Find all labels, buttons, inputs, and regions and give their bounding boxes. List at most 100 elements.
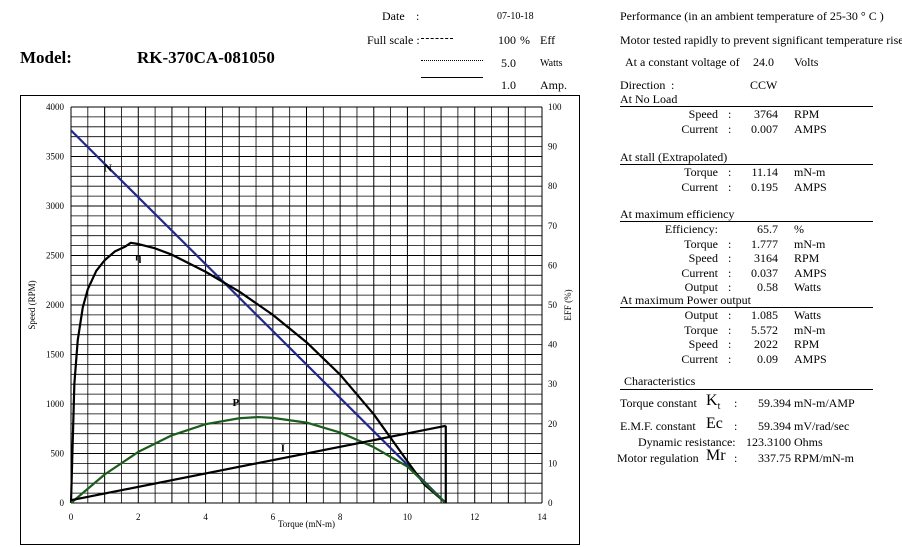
char-symbol: Mr <box>706 447 726 467</box>
stat-value: 0.195 <box>751 179 778 194</box>
char-value: 337.75 <box>758 451 791 465</box>
y2-tick-label: 70 <box>548 221 558 231</box>
stat-unit: RPM <box>794 251 820 265</box>
section-divider <box>620 106 873 107</box>
stat-label: Speed <box>688 337 718 351</box>
section-divider <box>620 307 873 308</box>
char-value: 123.3100 <box>746 435 791 449</box>
stat-value: 5.572 <box>751 322 778 337</box>
stat-label: Current <box>681 121 718 136</box>
tested-note: Motor tested rapidly to prevent signific… <box>620 33 902 47</box>
fullscale-dotted-swatch <box>421 60 483 61</box>
x-tick-label: 8 <box>338 512 343 522</box>
stat-label: Torque <box>684 165 718 179</box>
char-colon: : <box>734 451 738 465</box>
y2-tick-label: 90 <box>548 142 558 152</box>
x-axis-title: Torque (mN-m) <box>278 519 335 529</box>
y2-tick-label: 30 <box>548 379 558 389</box>
char-symbol: Ec <box>706 415 723 435</box>
char-unit: RPM/mN-m <box>794 451 855 465</box>
fullscale-label: Full scale : <box>367 33 420 47</box>
fs-eff-value: 100 <box>498 33 516 47</box>
stat-value: 0.007 <box>751 121 778 136</box>
stat-unit: % <box>794 222 804 236</box>
series-label: N <box>104 162 112 174</box>
section-divider <box>620 164 873 165</box>
section-title-max-power: At maximum Power output <box>620 293 751 307</box>
stat-unit: AMPS <box>794 351 827 366</box>
stat-unit: AMPS <box>794 121 827 136</box>
stat-colon: : <box>728 265 732 280</box>
stat-unit: Watts <box>794 308 822 322</box>
series-label: P <box>232 397 239 409</box>
stat-label: Speed <box>688 251 718 265</box>
char-label: Torque constant <box>620 396 697 410</box>
stat-colon: : <box>728 165 732 179</box>
y2-tick-label: 80 <box>548 181 558 191</box>
char-symbol: Kt <box>706 392 720 412</box>
series-line-n <box>70 129 447 504</box>
x-tick-label: 12 <box>470 512 479 522</box>
x-tick-label: 6 <box>271 512 276 522</box>
series-line-p <box>70 415 447 504</box>
voltage-value: 24.0 <box>753 55 774 69</box>
direction-value: CCW <box>750 78 778 92</box>
char-unit: Ohms <box>794 435 823 449</box>
stat-label: Torque <box>684 322 718 337</box>
y-axis-title: Speed (RPM) <box>27 280 37 329</box>
y-tick-label: 3000 <box>46 201 65 211</box>
char-colon: : <box>734 396 738 410</box>
stat-colon: : <box>728 337 732 351</box>
stat-unit: mN-m <box>794 236 826 251</box>
char-label: Motor regulation <box>617 451 699 465</box>
char-symbol-main: Mr <box>706 447 726 464</box>
fs-amp-value: 1.0 <box>501 78 516 92</box>
fs-eff-unit: Eff <box>540 33 556 47</box>
stat-label: Torque <box>684 236 718 251</box>
stat-unit: AMPS <box>794 179 827 194</box>
stat-label: Current <box>681 265 718 280</box>
y2-tick-label: 10 <box>548 458 558 468</box>
date-label: Date <box>382 9 405 23</box>
stat-label: Current <box>681 179 718 194</box>
model-value: RK-370CA-081050 <box>137 48 275 67</box>
stat-colon: : <box>728 308 732 322</box>
y2-tick-label: 60 <box>548 260 558 270</box>
stat-label: Speed <box>688 107 718 121</box>
date-value: 07-10-18 <box>497 11 534 22</box>
char-value: 59.394 <box>758 419 791 433</box>
section-divider <box>620 389 873 390</box>
y-tick-label: 1500 <box>46 350 65 360</box>
y-tick-label: 500 <box>51 449 65 459</box>
direction-colon: : <box>671 78 675 92</box>
stat-unit: Watts <box>794 280 822 294</box>
stat-value: 1.777 <box>751 236 778 251</box>
y2-tick-label: 0 <box>548 498 553 508</box>
stat-value: 3764 <box>754 107 778 121</box>
stat-colon: : <box>728 107 732 121</box>
char-colon: : <box>734 419 738 433</box>
y-tick-label: 1000 <box>46 399 65 409</box>
char-label: E.M.F. constant <box>620 419 696 433</box>
y-tick-label: 3500 <box>46 152 65 162</box>
fs-eff-percent: % <box>520 33 530 47</box>
stat-value: 11.14 <box>751 165 778 179</box>
performance-note: Performance (in an ambient temperature o… <box>620 9 884 23</box>
stat-label: Efficiency: <box>664 222 718 236</box>
char-value: 59.394 <box>758 396 791 410</box>
stat-unit: mN-m <box>794 322 826 337</box>
stat-value: 65.7 <box>757 222 778 236</box>
section-title-stall: At stall (Extrapolated) <box>620 150 728 164</box>
x-tick-label: 4 <box>203 512 208 522</box>
stat-label: Current <box>681 351 718 366</box>
direction-label: Direction <box>620 78 666 92</box>
stat-value: 3164 <box>754 251 778 265</box>
series-line-eta <box>69 241 447 504</box>
stat-label: Output <box>684 308 718 322</box>
chart-frame <box>20 95 580 545</box>
date-colon: : <box>416 9 420 23</box>
voltage-label: At a constant voltage of <box>625 55 740 69</box>
series-label: I <box>281 443 285 455</box>
stat-unit: AMPS <box>794 265 827 280</box>
